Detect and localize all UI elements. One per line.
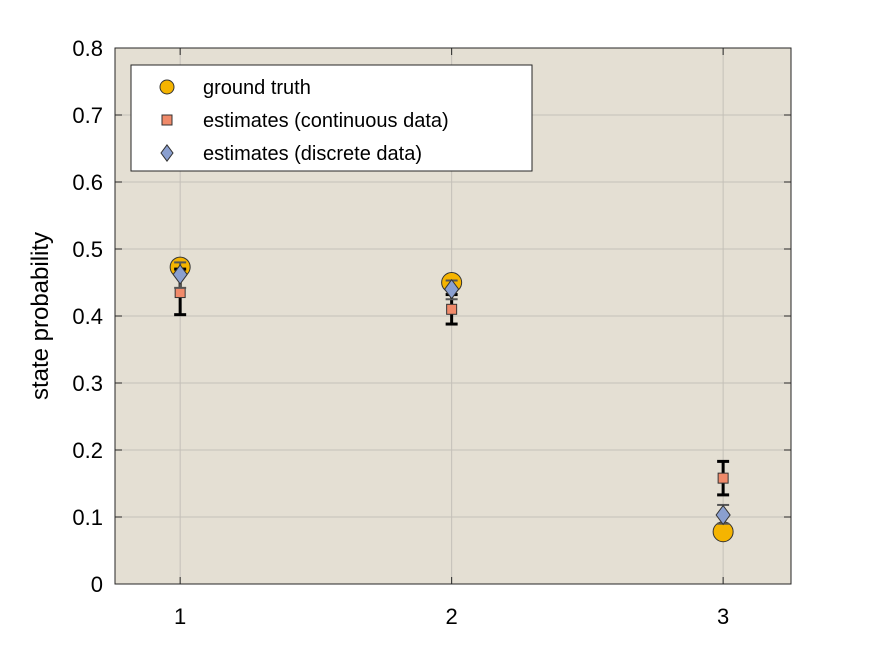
y-axis-label: state probability [27, 232, 54, 400]
legend-box [130, 64, 533, 172]
x-tick-labels: 1 2 3 [174, 604, 729, 629]
ticks [115, 47, 791, 585]
continuous-estimate-point [174, 287, 186, 299]
legend-discrete: estimates (discrete data) [160, 143, 422, 165]
legend-continuous: estimates (continuous data) [161, 110, 449, 132]
legend-discrete-marker [160, 144, 174, 162]
y-tick-label: 0.5 [72, 237, 103, 262]
y-tick-label: 0.8 [72, 36, 103, 61]
discrete-estimate-point [172, 264, 188, 285]
legend-continuous-label: estimates (continuous data) [203, 110, 449, 132]
y-tick-label: 0.4 [72, 304, 103, 329]
legend-ground-truth-label: ground truth [203, 77, 311, 99]
y-tick-label: 0.7 [72, 103, 103, 128]
legend-discrete-label: estimates (discrete data) [203, 143, 422, 165]
legend-ground-truth-marker [159, 79, 175, 95]
x-tick-label: 1 [174, 604, 186, 629]
x-tick-label: 2 [446, 604, 458, 629]
y-tick-label: 0.1 [72, 505, 103, 530]
legend-continuous-marker [161, 114, 173, 126]
y-tick-labels: 0 0.1 0.2 0.3 0.4 0.5 0.6 0.7 0.8 [72, 36, 103, 597]
continuous-estimate-point [446, 303, 458, 315]
legend: ground truth estimates (continuous data) e… [130, 64, 533, 172]
discrete-estimate-point [444, 278, 460, 300]
x-tick-label: 3 [717, 604, 729, 629]
discrete-estimate-point [715, 504, 731, 526]
y-tick-label: 0 [91, 572, 103, 597]
y-tick-label: 0.3 [72, 371, 103, 396]
y-tick-label: 0.2 [72, 438, 103, 463]
continuous-estimate-point [717, 472, 729, 484]
legend-ground-truth: ground truth [159, 77, 311, 99]
y-tick-label: 0.6 [72, 170, 103, 195]
data-marks [169, 256, 734, 543]
